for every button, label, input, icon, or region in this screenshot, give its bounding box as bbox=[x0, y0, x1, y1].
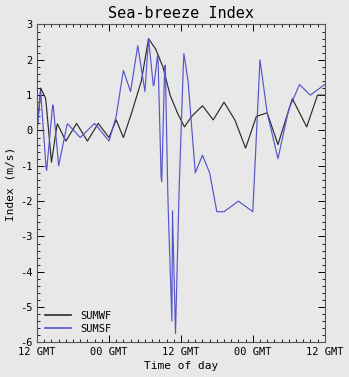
Y-axis label: Index (m/s): Index (m/s) bbox=[6, 146, 16, 221]
Title: Sea-breeze Index: Sea-breeze Index bbox=[108, 6, 254, 21]
Legend: SUMWF, SUMSF: SUMWF, SUMSF bbox=[42, 308, 114, 337]
X-axis label: Time of day: Time of day bbox=[144, 362, 218, 371]
